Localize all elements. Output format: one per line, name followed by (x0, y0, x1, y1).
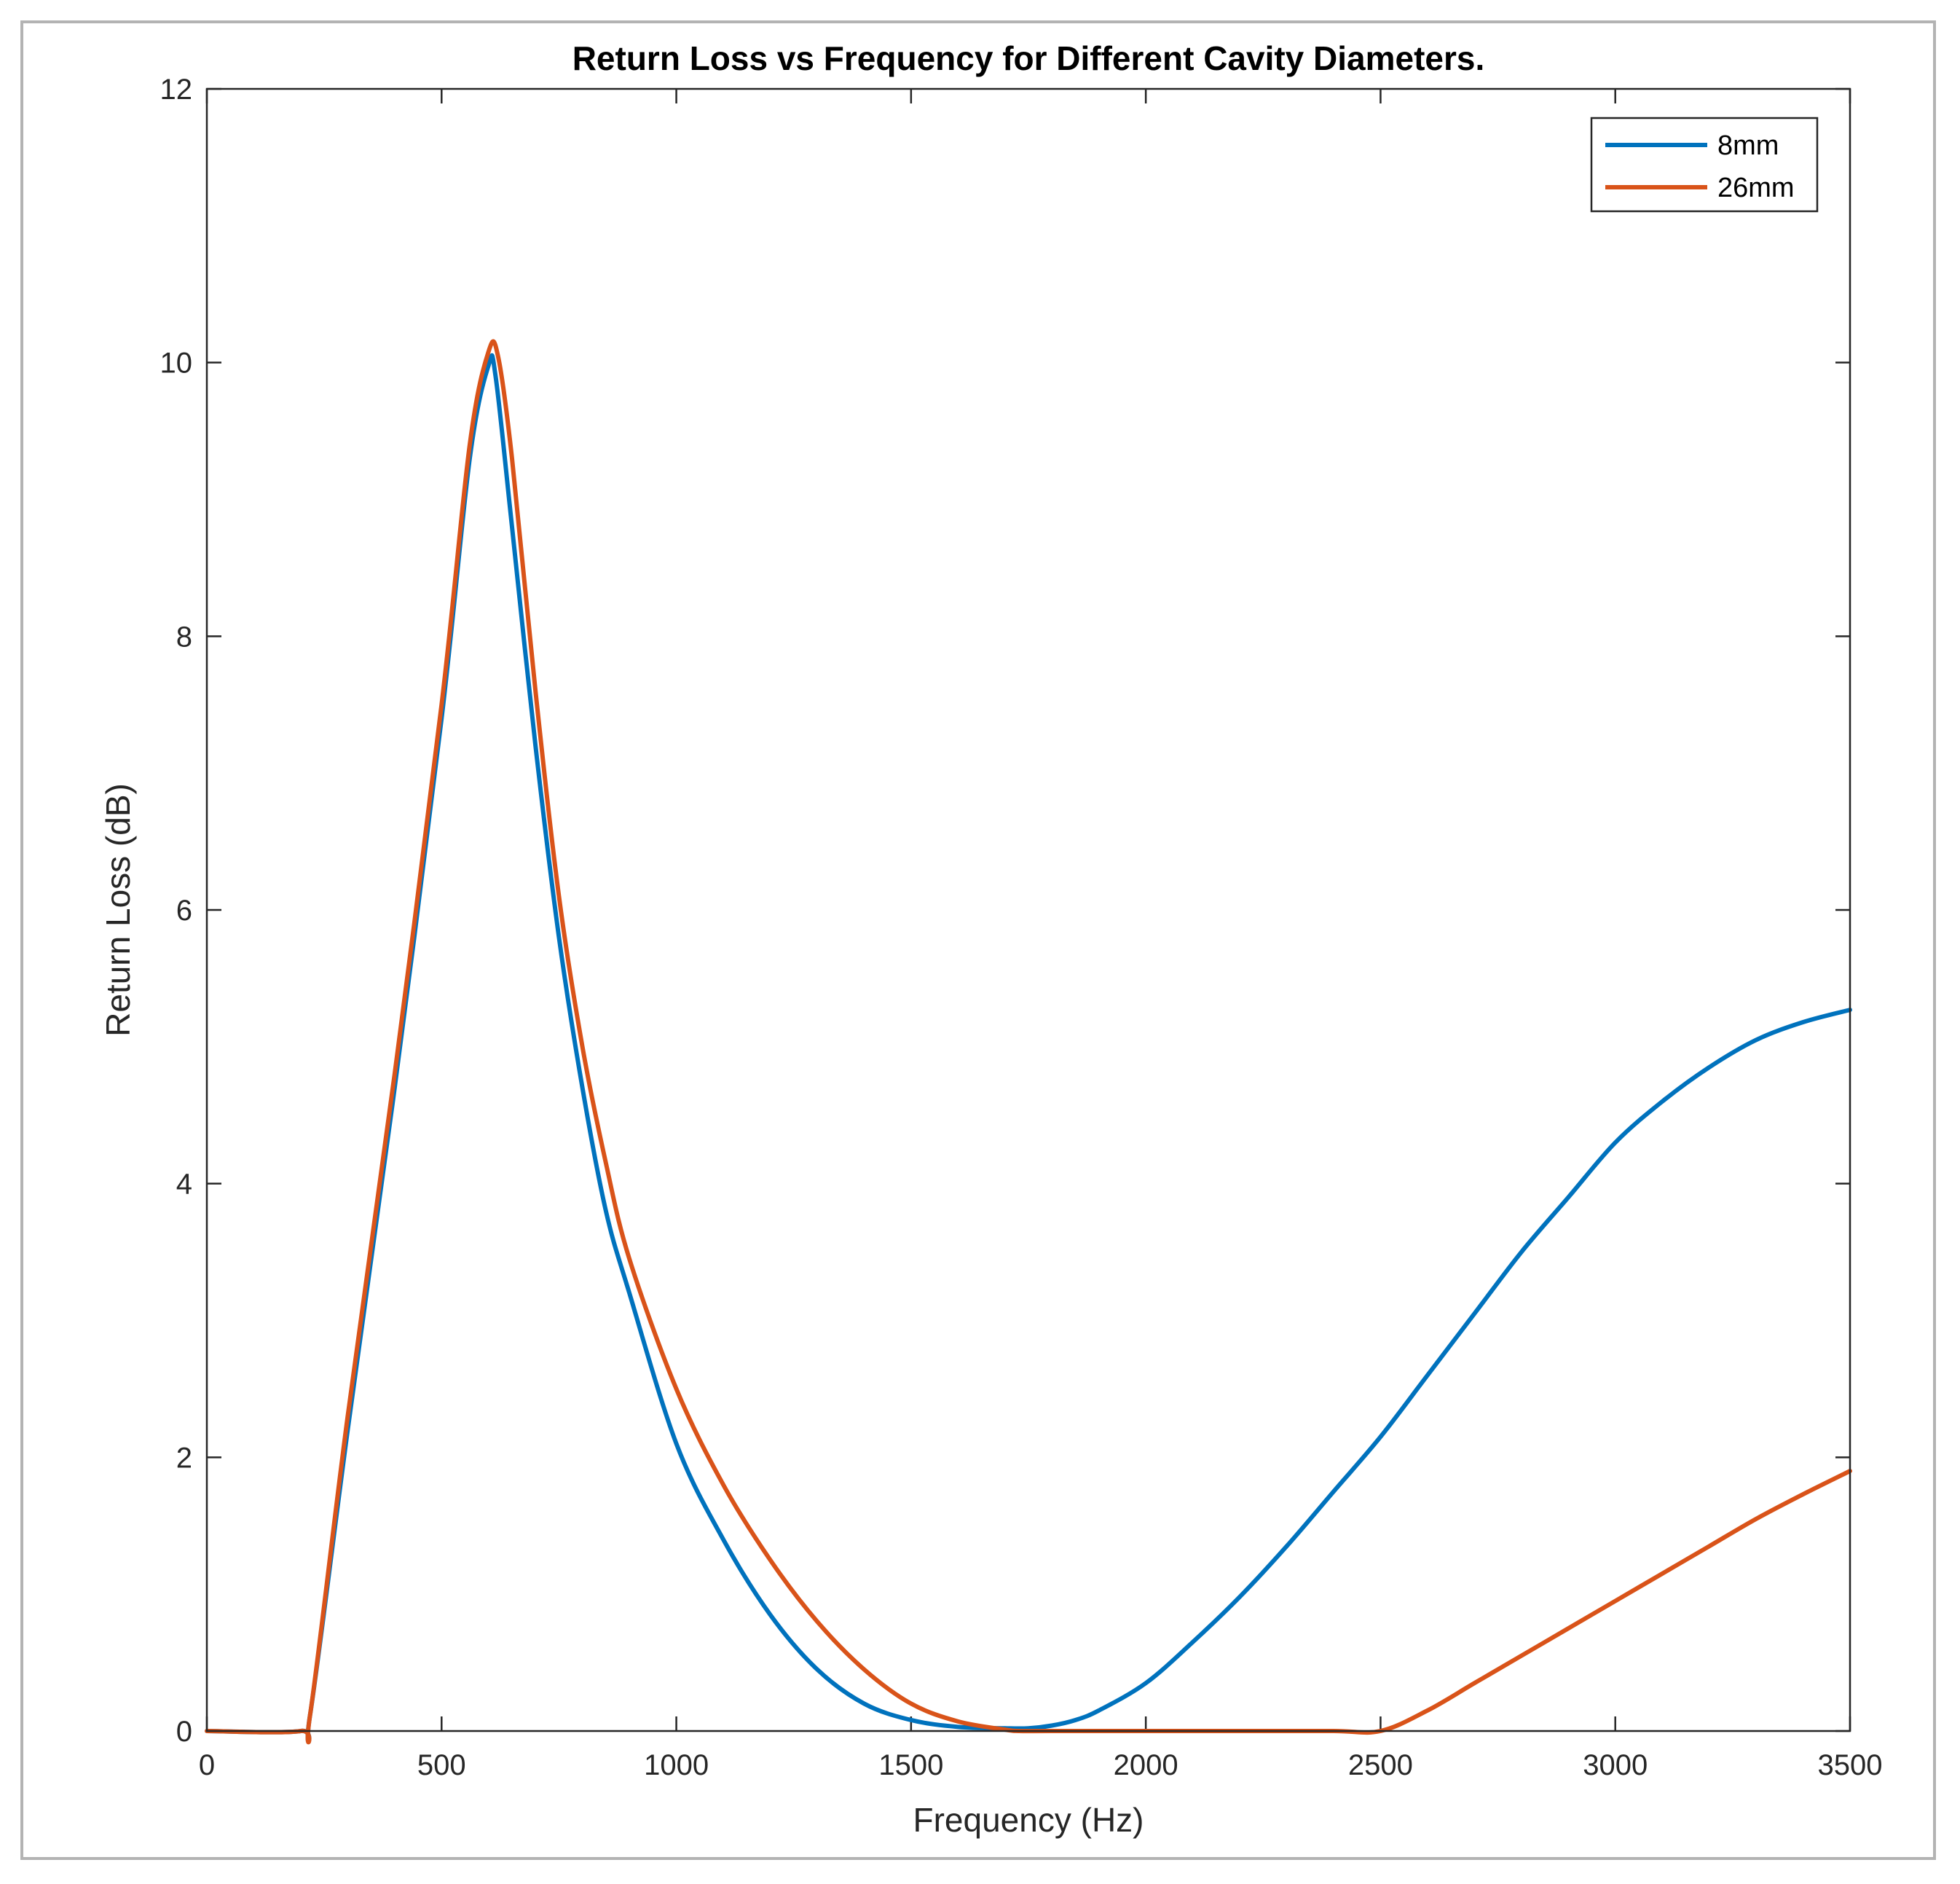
y-axis-label: Return Loss (dB) (99, 783, 137, 1037)
y-tick-label: 4 (176, 1169, 192, 1201)
legend: 8mm 26mm (1590, 117, 1819, 213)
x-tick-label: 2000 (1114, 1749, 1178, 1781)
plot-box (205, 87, 1851, 1732)
x-tick-label: 500 (417, 1749, 466, 1781)
y-tick-label: 6 (176, 895, 192, 927)
x-tick-label: 0 (199, 1749, 215, 1781)
chart-title: Return Loss vs Frequency for Different C… (572, 39, 1485, 77)
legend-box (1590, 117, 1819, 213)
x-tick-label: 3500 (1818, 1749, 1883, 1781)
legend-label-8mm: 8mm (1717, 130, 1779, 161)
y-tick-label: 0 (176, 1716, 192, 1748)
x-tick-label: 1500 (878, 1749, 943, 1781)
series-line-26mm (205, 339, 1852, 1745)
x-tick-label: 1000 (644, 1749, 709, 1781)
y-tick-label: 12 (160, 74, 193, 106)
x-tick-label: 2500 (1348, 1749, 1413, 1781)
x-tick-label: 3000 (1583, 1749, 1648, 1781)
legend-label-26mm: 26mm (1717, 173, 1795, 203)
series-group (205, 339, 1852, 1745)
y-tick-label: 8 (176, 621, 192, 653)
y-tick-label: 2 (176, 1442, 192, 1474)
x-axis-label: Frequency (Hz) (913, 1801, 1144, 1839)
y-tick-label: 10 (160, 348, 193, 380)
plot-area (207, 89, 1850, 1731)
axis-ticks: 0 500 1000 1500 2000 2500 3000 3500 0 2 4 6 8 10 12 (160, 74, 1883, 1781)
